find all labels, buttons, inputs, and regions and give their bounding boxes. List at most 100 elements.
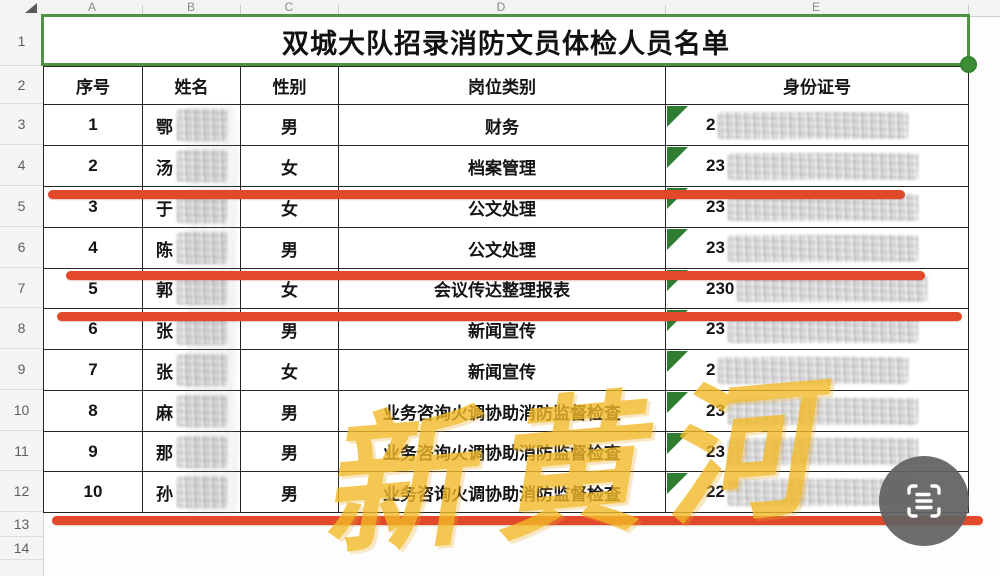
header-cell-id[interactable]: 身份证号 — [665, 66, 969, 105]
cell-gender-row6[interactable]: 男 — [240, 227, 339, 269]
cell-serial-row9[interactable]: 7 — [43, 349, 143, 391]
gender-value: 女 — [281, 281, 298, 300]
cell-job-row10[interactable]: 业务咨询火调协助消防监督检查 — [338, 390, 666, 432]
title-merged-cell[interactable]: 双城大队招录消防文员体检人员名单 — [43, 16, 969, 67]
row-header-5[interactable]: 5 — [0, 186, 43, 227]
job-category-value: 新闻宣传 — [468, 362, 536, 382]
cell-gender-row9[interactable]: 女 — [240, 349, 339, 391]
job-category-value: 财务 — [485, 117, 519, 137]
row-header-2[interactable]: 2 — [0, 66, 43, 104]
gender-value: 男 — [281, 444, 298, 463]
id-number-prefix: 2 — [706, 115, 716, 134]
column-header-E[interactable]: E — [811, 0, 820, 14]
row-header-8[interactable]: 8 — [0, 308, 43, 349]
cell-job-row11[interactable]: 业务咨询火调协助消防监督检查 — [338, 431, 666, 472]
serial-value: 3 — [88, 197, 98, 216]
surname-text: 张 — [156, 362, 173, 382]
cell-job-row6[interactable]: 公文处理 — [338, 227, 666, 269]
row-header-12[interactable]: 12 — [0, 471, 43, 512]
cell-name-row6[interactable]: 陈 — [142, 227, 241, 269]
cell-serial-row12[interactable]: 10 — [43, 471, 143, 513]
name-redaction-smudge — [177, 109, 227, 141]
column-divider — [142, 5, 143, 16]
text-as-number-triangle-icon — [667, 147, 688, 168]
column-header-C[interactable]: C — [284, 0, 294, 14]
text-as-number-triangle-icon — [667, 106, 688, 127]
select-all-triangle-icon — [25, 3, 37, 13]
job-category-value: 新闻宣传 — [468, 321, 536, 341]
header-cell-job[interactable]: 岗位类别 — [338, 66, 666, 105]
cell-gender-row4[interactable]: 女 — [240, 145, 339, 187]
gender-value: 男 — [281, 484, 298, 504]
cell-name-row4[interactable]: 汤 — [142, 145, 241, 187]
header-label-job: 岗位类别 — [468, 78, 536, 97]
column-header-A[interactable]: A — [87, 0, 96, 14]
row-header-14[interactable]: 14 — [0, 537, 43, 560]
text-as-number-triangle-icon — [667, 351, 688, 372]
header-cell-serial[interactable]: 序号 — [43, 66, 143, 105]
cell-job-row12[interactable]: 业务咨询火调协助消防监督检查 — [338, 471, 666, 513]
cell-serial-row11[interactable]: 9 — [43, 431, 143, 472]
row-header-9[interactable]: 9 — [0, 349, 43, 390]
header-cell-gender[interactable]: 性别 — [240, 66, 339, 105]
row-header-13[interactable]: 13 — [0, 512, 43, 537]
cell-gender-row10[interactable]: 男 — [240, 390, 339, 432]
cell-name-row11[interactable]: 那 — [142, 431, 241, 472]
header-cell-name[interactable]: 姓名 — [142, 66, 241, 105]
row-header-10[interactable]: 10 — [0, 390, 43, 431]
cell-job-row4[interactable]: 档案管理 — [338, 145, 666, 187]
id-number-prefix: 230 — [706, 278, 735, 298]
cell-job-row9[interactable]: 新闻宣传 — [338, 349, 666, 391]
cell-id-row4[interactable]: 23 — [665, 145, 969, 187]
cell-id-row10[interactable]: 23 — [665, 390, 969, 432]
row-header-1[interactable]: 1 — [0, 16, 43, 66]
cell-id-row9[interactable]: 2 — [665, 349, 969, 391]
cell-gender-row3[interactable]: 男 — [240, 104, 339, 146]
column-header-D[interactable]: D — [496, 0, 506, 14]
row-header-11[interactable]: 11 — [0, 431, 43, 471]
row-header-3[interactable]: 3 — [0, 104, 43, 145]
red-underline-annotation — [52, 516, 983, 525]
cell-serial-row4[interactable]: 2 — [43, 145, 143, 187]
cell-gender-row12[interactable]: 男 — [240, 471, 339, 513]
job-category-value: 档案管理 — [468, 158, 536, 178]
cell-name-row9[interactable]: 张 — [142, 349, 241, 391]
serial-value: 8 — [88, 401, 98, 420]
cell-serial-row10[interactable]: 8 — [43, 390, 143, 432]
id-redaction-smudge — [727, 234, 918, 262]
serial-value: 9 — [88, 441, 98, 461]
cell-job-row3[interactable]: 财务 — [338, 104, 666, 146]
surname-text: 鄂 — [156, 117, 173, 137]
column-divider — [338, 5, 339, 16]
row-header-6[interactable]: 6 — [0, 227, 43, 268]
column-divider — [968, 5, 969, 16]
red-underline-annotation — [57, 312, 962, 321]
fill-handle[interactable] — [960, 56, 977, 73]
id-redaction-smudge — [727, 397, 918, 425]
surname-text: 麻 — [156, 403, 173, 423]
cell-serial-row3[interactable]: 1 — [43, 104, 143, 146]
cell-gender-row11[interactable]: 男 — [240, 431, 339, 472]
gender-value: 女 — [281, 199, 298, 219]
gender-value: 男 — [281, 321, 298, 341]
red-underline-annotation — [48, 190, 905, 199]
cell-id-row6[interactable]: 23 — [665, 227, 969, 269]
name-column-redaction-smear — [187, 106, 237, 514]
cell-serial-row6[interactable]: 4 — [43, 227, 143, 269]
serial-value: 6 — [88, 319, 98, 338]
name-redaction-smudge — [177, 435, 227, 468]
text-as-number-triangle-icon — [667, 473, 688, 494]
row-header-4[interactable]: 4 — [0, 145, 43, 186]
column-header-B[interactable]: B — [186, 0, 195, 14]
column-header-strip: A B C D E — [0, 0, 1000, 17]
id-redaction-smudge — [718, 356, 909, 384]
red-underline-annotation — [66, 271, 925, 280]
cell-name-row3[interactable]: 鄂 — [142, 104, 241, 146]
scan-button[interactable] — [879, 456, 969, 546]
cell-id-row3[interactable]: 2 — [665, 104, 969, 146]
cell-name-row12[interactable]: 孙 — [142, 471, 241, 513]
serial-value: 4 — [88, 238, 98, 257]
id-redaction-smudge — [727, 438, 918, 465]
select-all-corner[interactable] — [0, 0, 43, 16]
row-header-7[interactable]: 7 — [0, 268, 43, 308]
